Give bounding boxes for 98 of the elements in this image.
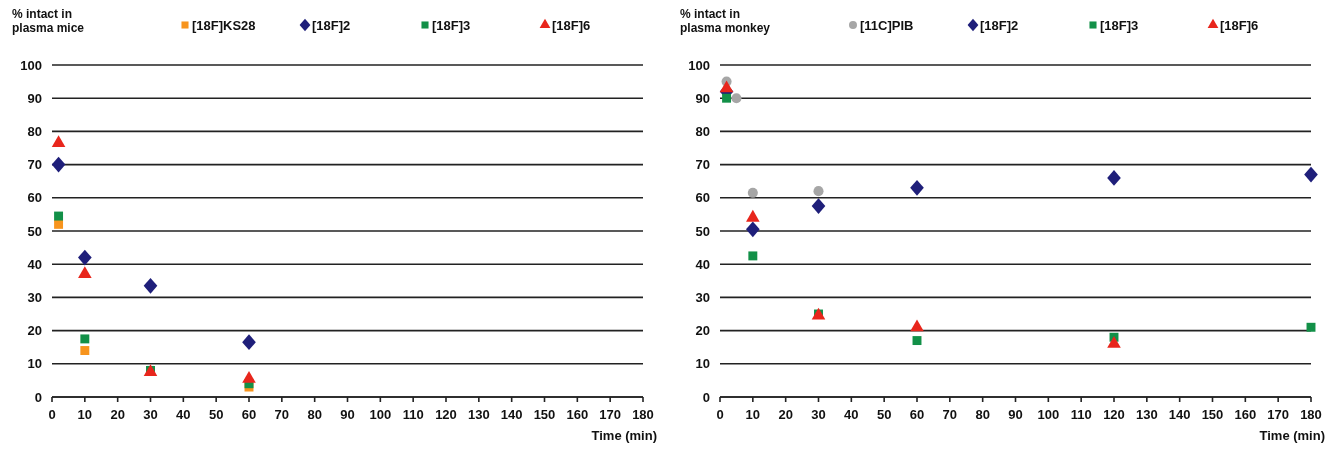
point [1107, 169, 1121, 186]
x-tick-label: 50 [876, 407, 892, 422]
y-tick-label: 100 [688, 57, 710, 73]
y-tick-label: 40 [695, 256, 710, 272]
point [78, 266, 92, 279]
point [54, 211, 64, 221]
legend-label: [18F]3 [1100, 18, 1139, 33]
y-tick-label: 60 [27, 190, 42, 206]
x-tick-label: 0 [716, 407, 724, 422]
x-tick-label: 120 [435, 407, 457, 422]
legend-label: [18F]2 [312, 18, 351, 33]
point [813, 186, 824, 197]
x-tick-label: 170 [1267, 407, 1290, 422]
x-tick-label: 10 [77, 407, 93, 422]
x-tick-label: 110 [402, 407, 424, 422]
y-tick-label: 50 [695, 223, 710, 239]
point [1306, 322, 1316, 332]
point [746, 209, 760, 222]
x-tick-label: 170 [599, 407, 622, 422]
x-tick-label: 150 [1201, 407, 1224, 422]
point [912, 336, 922, 346]
x-tick-label: 20 [110, 407, 125, 422]
x-tick-label: 10 [745, 407, 761, 422]
x-tick-label: 130 [1135, 407, 1158, 422]
x-tick-label: 80 [975, 407, 990, 422]
x-tick-label: 70 [274, 407, 290, 422]
x-tick-label: 60 [909, 407, 925, 422]
x-tick-label: 60 [241, 407, 257, 422]
y-tick-label: 10 [27, 356, 42, 372]
legend-label: [18F]2 [980, 18, 1019, 33]
x-tick-label: 140 [500, 407, 523, 422]
x-tick-label: 110 [1070, 407, 1092, 422]
x-axis-title: Time (min) [591, 428, 657, 443]
y-tick-label: 10 [695, 356, 710, 372]
x-tick-label: 150 [533, 407, 556, 422]
legend-label: [18F]KS28 [192, 18, 256, 33]
y-tick-label: 0 [34, 389, 42, 405]
y-tick-label: 70 [27, 157, 42, 173]
x-tick-label: 100 [1037, 407, 1060, 422]
x-tick-label: 30 [143, 407, 158, 422]
y-axis-title: % intact in plasma monkey [680, 7, 771, 35]
x-tick-label: 40 [176, 407, 191, 422]
x-tick-label: 160 [1234, 407, 1257, 422]
point [1304, 166, 1318, 183]
y-tick-label: 100 [20, 57, 42, 73]
x-tick-label: 180 [1300, 407, 1322, 422]
x-tick-label: 40 [844, 407, 859, 422]
x-tick-label: 80 [307, 407, 322, 422]
point [54, 219, 64, 229]
point [748, 251, 758, 261]
point [731, 93, 742, 104]
point [80, 346, 90, 355]
legend-label: [18F]6 [1220, 18, 1259, 33]
point [811, 198, 826, 214]
x-tick-label: 140 [1168, 407, 1191, 422]
x-tick-label: 160 [566, 407, 589, 422]
point [747, 187, 758, 198]
x-tick-label: 0 [48, 407, 56, 422]
x-tick-label: 70 [942, 407, 958, 422]
x-tick-label: 120 [1103, 407, 1125, 422]
y-tick-label: 60 [695, 190, 710, 206]
y-tick-label: 30 [695, 289, 710, 305]
legend-label: [11C]PIB [860, 18, 914, 33]
x-tick-label: 50 [208, 407, 224, 422]
y-tick-label: 90 [27, 90, 42, 106]
y-tick-label: 80 [695, 123, 710, 139]
x-tick-label: 90 [1008, 407, 1023, 422]
x-tick-label: 20 [778, 407, 793, 422]
x-tick-label: 100 [369, 407, 392, 422]
point [745, 221, 760, 238]
y-tick-label: 50 [27, 223, 42, 239]
y-tick-label: 0 [702, 389, 710, 405]
point [51, 156, 66, 173]
point [719, 80, 734, 93]
point [722, 93, 732, 103]
y-tick-label: 70 [695, 157, 710, 173]
y-tick-label: 20 [27, 323, 42, 339]
y-tick-label: 90 [695, 90, 710, 106]
point [77, 249, 92, 266]
y-axis-title: % intact in plasma mice [12, 7, 85, 35]
y-tick-label: 30 [27, 289, 42, 305]
point [143, 277, 158, 294]
y-tick-label: 20 [695, 323, 710, 339]
x-tick-label: 180 [632, 407, 654, 422]
x-tick-label: 130 [467, 407, 490, 422]
x-axis-title: Time (min) [1259, 428, 1325, 443]
legend-label: [18F]6 [552, 18, 591, 33]
y-tick-label: 80 [27, 123, 42, 139]
point [80, 334, 90, 344]
x-tick-label: 90 [340, 407, 355, 422]
point [910, 179, 924, 196]
point [242, 334, 256, 351]
y-tick-label: 40 [27, 256, 42, 272]
legend-label: [18F]3 [432, 18, 471, 33]
point [1107, 336, 1121, 348]
x-tick-label: 30 [811, 407, 826, 422]
point [910, 319, 924, 332]
point [51, 135, 66, 147]
